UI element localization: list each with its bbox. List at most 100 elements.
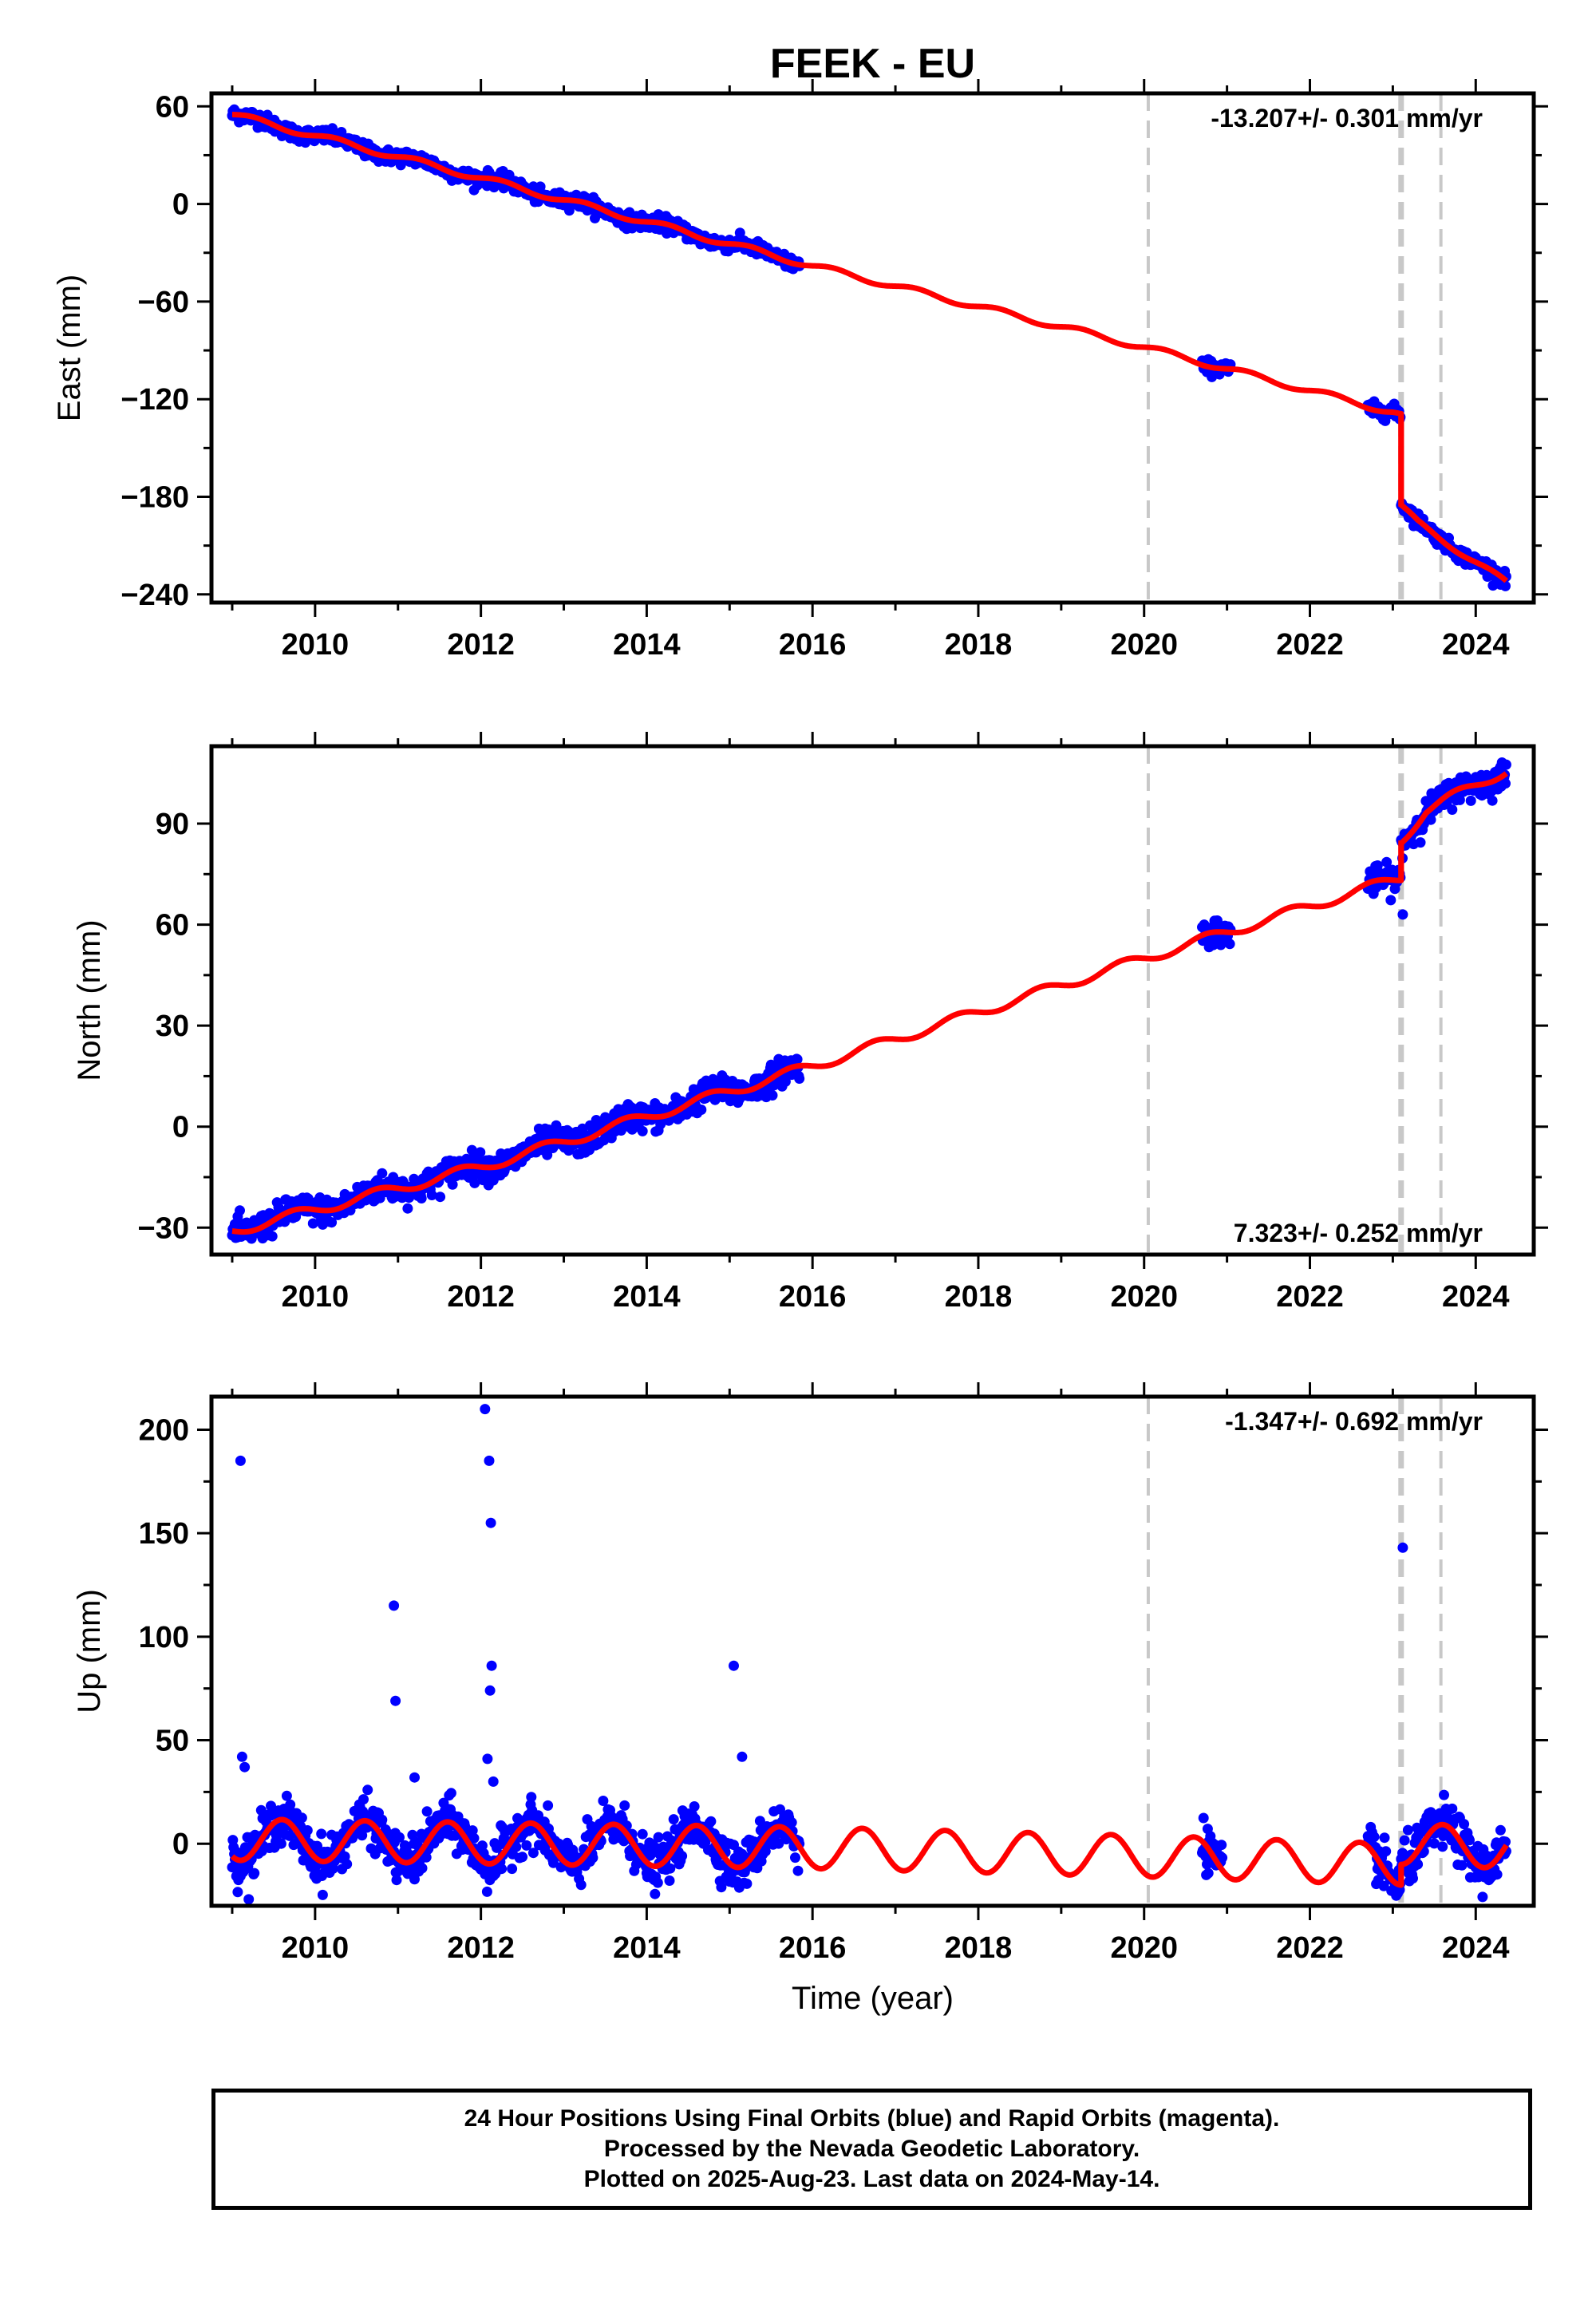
observation-point [377,1168,388,1179]
observation-point [445,1788,456,1799]
y-tick-label: 30 [156,1010,189,1043]
observation-point [239,1761,251,1773]
y-tick-label: 50 [156,1725,189,1758]
y-tick-label: −180 [120,481,189,515]
observation-point [316,1828,327,1840]
observation-point [317,1889,328,1900]
x-tick-label: 2014 [613,1280,681,1314]
observation-point [587,1852,598,1863]
observation-point [794,1073,805,1084]
panel-north: 2010 2012 2014 2016 2018 2020 2022 2024 90 60 30 0 −… [72,732,1548,1314]
observation-point [526,1792,537,1803]
observation-point [790,1852,800,1863]
observation-point [402,1203,413,1214]
observation-point [394,1832,405,1843]
chart-title: FEEK - EU [770,41,975,87]
x-tick-label: 2022 [1276,1280,1344,1314]
observation-point [598,1796,609,1806]
observation-point [1203,1867,1214,1879]
observation-point [1487,795,1498,806]
y-tick-label: −60 [138,286,189,319]
observation-point [551,1120,562,1131]
observation-point [1437,1841,1448,1852]
observation-point [652,1877,663,1888]
observation-point [475,1147,486,1158]
observation-point [767,1090,778,1101]
observation-point [232,1887,243,1898]
observation-point [235,1205,245,1216]
observation-point [1397,1542,1408,1553]
y-tick-label: 150 [139,1517,189,1551]
x-tick-label: 2014 [613,1931,681,1965]
observation-point [1447,804,1458,815]
y-tick-label: −240 [120,579,189,612]
model-fit-line [230,771,1509,1235]
observation-point [780,1076,791,1087]
x-tick-label: 2016 [779,1280,847,1314]
observation-point [737,1751,748,1762]
observation-point [281,1790,292,1801]
x-axis-label: Time (year) [792,1981,954,2016]
y-tick-label: −30 [138,1211,189,1245]
observation-point [484,1455,495,1466]
observation-point [447,1179,458,1190]
observation-point [296,1812,307,1824]
observation-point [481,1886,492,1897]
x-tick-label: 2018 [945,1931,1013,1965]
observation-point [1412,1859,1424,1870]
y-tick-label: 90 [156,808,189,841]
panel-north-data [227,746,1511,1255]
observation-point [535,181,546,192]
observation-point [357,1830,368,1841]
observation-point [1491,1869,1503,1880]
observation-point [409,1772,420,1783]
x-tick-label: 2012 [447,1280,515,1314]
observation-point [416,1193,427,1203]
x-tick-label: 2024 [1442,1280,1510,1314]
observation-point [377,1814,388,1825]
footer-line-processor: Processed by the Nevada Geodetic Laborat… [603,2136,1140,2162]
observation-point [1500,759,1511,770]
observation-point [409,1874,420,1885]
observation-point [1397,909,1408,920]
observation-point [1369,1832,1380,1843]
y-tick-label: 200 [139,1413,189,1447]
observation-point [1477,1891,1488,1903]
y-axis-label: North (mm) [72,919,107,1081]
observation-point [243,1894,255,1905]
x-tick-label: 2018 [945,628,1013,662]
observation-point [792,1865,804,1876]
observation-point [236,1751,247,1762]
observation-point [484,1685,496,1696]
x-tick-label: 2024 [1442,1931,1510,1965]
observation-point [653,1832,664,1843]
observation-point [468,1832,480,1844]
observation-point [1381,1846,1392,1857]
observation-point [1464,1835,1475,1846]
observation-point [792,1053,803,1065]
observation-point [1425,814,1436,825]
observation-point [1459,1819,1470,1830]
observation-point [517,1852,528,1863]
observation-point [575,1879,587,1891]
observation-point [734,227,745,239]
panel-up-data [227,1397,1511,1906]
observation-point [476,1840,488,1852]
observation-point [1379,1832,1390,1844]
observation-point [421,1852,432,1863]
y-tick-label: −120 [120,383,189,417]
panel-up: 2010 2012 2014 2016 2018 2020 2022 2024 200 150 10… [72,1382,1548,1965]
observation-point [1500,778,1511,789]
observation-point [1500,580,1511,591]
observation-point [1415,837,1426,848]
observation-point [485,1517,496,1528]
y-tick-label: 0 [172,1828,189,1861]
panel-frame [209,91,1536,605]
observation-point [284,1830,295,1841]
observation-point [1198,1812,1209,1824]
velocity-rate-label: -1.347+/- 0.692 mm/yr [1225,1407,1483,1436]
x-tick-label: 2012 [447,1931,515,1965]
observation-point [358,1794,369,1805]
y-tick-label: 60 [156,90,189,124]
panel-frame [209,1394,1536,1908]
